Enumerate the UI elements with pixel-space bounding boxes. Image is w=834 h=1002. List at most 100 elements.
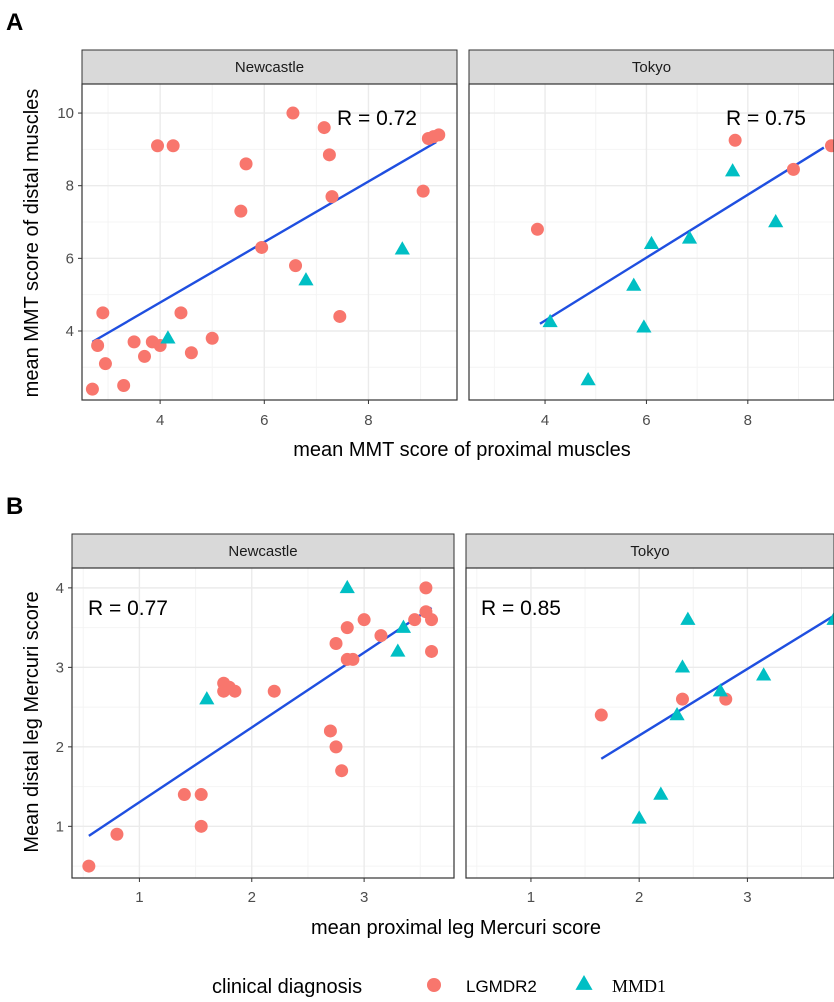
data-point-mmd1 <box>631 810 647 824</box>
data-point-mmd1 <box>674 659 691 673</box>
correlation-label: R = 0.72 <box>337 107 417 130</box>
data-point-lgmdr2 <box>166 139 180 153</box>
data-point-mmd1 <box>394 241 410 255</box>
data-point-lgmdr2 <box>151 139 165 153</box>
data-point-mmd1 <box>395 619 412 633</box>
data-point-lgmdr2 <box>335 764 349 778</box>
data-point-lgmdr2 <box>329 740 343 754</box>
x-tick-label: 6 <box>260 412 268 429</box>
data-point-lgmdr2 <box>205 331 219 345</box>
data-point-lgmdr2 <box>329 637 343 651</box>
data-point-lgmdr2 <box>340 621 354 635</box>
figure-panel-a: A 4 6 8 10 Newcastle R = 0.72 4 6 8 Tokyo R = 0.75 4… <box>6 9 834 461</box>
data-point-lgmdr2 <box>357 613 371 627</box>
data-point-lgmdr2 <box>786 162 800 176</box>
x-tick-label: 4 <box>156 412 164 429</box>
x-axis-title: mean MMT score of proximal muscles <box>293 439 631 461</box>
data-point-mmd1 <box>339 579 355 594</box>
data-point-lgmdr2 <box>127 335 141 349</box>
regression-line <box>88 606 433 837</box>
plot-content <box>469 84 834 400</box>
x-tick-label: 3 <box>743 889 751 906</box>
data-point-lgmdr2 <box>194 788 208 802</box>
data-point-mmd1 <box>626 277 642 291</box>
data-point-lgmdr2 <box>425 644 439 658</box>
y-tick-label: 4 <box>56 580 64 597</box>
legend-key-lgmdr2 <box>427 978 441 992</box>
data-point-lgmdr2 <box>408 613 422 627</box>
y-tick-label: 6 <box>66 250 74 267</box>
y-axis-title: Mean distal leg Mercuri score <box>21 591 43 852</box>
data-point-mmd1 <box>669 707 685 721</box>
y-axis-title: mean MMT score of distal muscles <box>21 89 43 398</box>
x-tick-label: 3 <box>360 889 368 906</box>
data-point-lgmdr2 <box>85 382 99 396</box>
data-point-lgmdr2 <box>432 128 446 142</box>
x-tick-label: 2 <box>635 889 643 906</box>
facet-tokyo: Tokyo R = 0.75 4 6 8 <box>468 49 834 429</box>
legend-label-lgmdr2: LGMDR2 <box>466 977 537 996</box>
plot-content <box>466 568 834 878</box>
data-point-lgmdr2 <box>98 357 112 371</box>
facet-newcastle: Newcastle R = 0.77 1 2 3 <box>71 533 455 906</box>
data-point-lgmdr2 <box>174 306 188 320</box>
data-point-mmd1 <box>390 643 406 657</box>
panel-letter: B <box>6 493 23 520</box>
data-point-lgmdr2 <box>228 684 242 698</box>
data-point-mmd1 <box>768 214 784 228</box>
data-point-mmd1 <box>580 372 596 386</box>
plot-content <box>72 568 454 878</box>
plot-border <box>71 567 455 879</box>
data-point-lgmdr2 <box>184 346 198 360</box>
data-point-mmd1 <box>756 667 772 681</box>
data-point-lgmdr2 <box>530 222 544 236</box>
figure-panel-b: B 1 2 3 4 Newcastle R = 0.77 1 2 3 Tokyo R = 0.85 1 2… <box>6 493 834 939</box>
y-tick-label: 8 <box>66 178 74 195</box>
facet-strip <box>71 533 455 569</box>
data-point-lgmdr2 <box>194 819 208 833</box>
facet-tokyo: Tokyo R = 0.85 1 2 3 <box>465 533 834 906</box>
correlation-label: R = 0.75 <box>726 107 806 130</box>
data-point-lgmdr2 <box>286 106 300 120</box>
x-tick-label: 8 <box>364 412 372 429</box>
data-point-lgmdr2 <box>333 309 347 323</box>
x-tick-label: 1 <box>527 889 535 906</box>
x-tick-label: 6 <box>642 412 650 429</box>
data-point-lgmdr2 <box>110 827 124 841</box>
data-point-lgmdr2 <box>239 157 253 171</box>
data-point-lgmdr2 <box>594 708 608 722</box>
facet-strip-label: Newcastle <box>228 543 297 560</box>
data-point-lgmdr2 <box>317 121 331 135</box>
facet-strip <box>81 49 458 85</box>
data-point-lgmdr2 <box>728 133 742 147</box>
x-tick-label: 1 <box>135 889 143 906</box>
y-tick-label: 2 <box>56 739 64 756</box>
data-point-mmd1 <box>643 235 660 250</box>
data-point-mmd1 <box>712 683 728 697</box>
data-point-mmd1 <box>199 691 215 705</box>
data-point-lgmdr2 <box>325 190 339 204</box>
plot-content <box>82 84 457 400</box>
plot-border <box>465 567 834 879</box>
regression-line <box>600 614 834 760</box>
data-point-lgmdr2 <box>96 306 110 320</box>
data-point-lgmdr2 <box>117 378 131 392</box>
data-point-mmd1 <box>725 163 741 177</box>
data-point-lgmdr2 <box>419 581 433 595</box>
legend-label-mmd1: MMD1 <box>612 976 666 996</box>
facet-strip <box>465 533 834 569</box>
y-tick-label: 10 <box>57 105 74 122</box>
data-point-lgmdr2 <box>374 629 388 643</box>
x-tick-label: 8 <box>744 412 752 429</box>
data-point-mmd1 <box>826 611 834 625</box>
correlation-label: R = 0.77 <box>88 597 168 620</box>
data-point-mmd1 <box>542 313 558 328</box>
data-point-lgmdr2 <box>346 652 360 666</box>
x-tick-label: 4 <box>541 412 549 429</box>
legend-title: clinical diagnosis <box>212 976 362 998</box>
data-point-mmd1 <box>681 230 698 244</box>
plot-border <box>468 83 834 401</box>
facet-strip <box>468 49 834 85</box>
data-point-lgmdr2 <box>425 613 439 627</box>
data-point-lgmdr2 <box>416 184 430 198</box>
